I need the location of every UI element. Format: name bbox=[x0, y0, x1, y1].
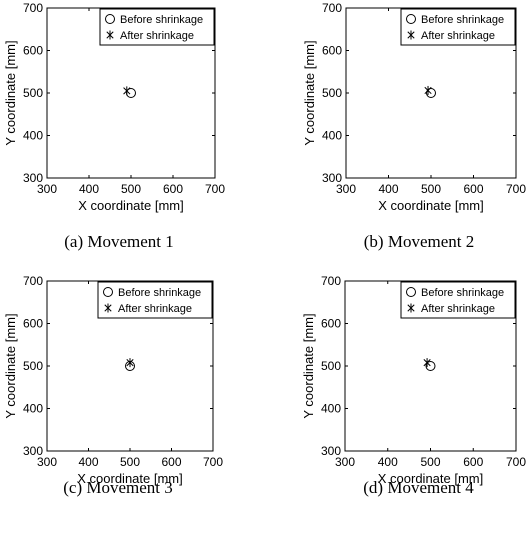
x-tick-label: 700 bbox=[506, 455, 526, 469]
y-tick-label: 700 bbox=[322, 1, 342, 15]
asterisk-stroke bbox=[407, 304, 415, 312]
after-shrinkage-point bbox=[123, 86, 131, 96]
legend-label: After shrinkage bbox=[421, 303, 495, 315]
y-tick-label: 700 bbox=[321, 274, 341, 288]
panel-caption: (a) Movement 1 bbox=[64, 232, 174, 251]
x-tick-label: 400 bbox=[78, 455, 98, 469]
x-tick-label: 600 bbox=[161, 455, 181, 469]
legend-asterisk-marker bbox=[407, 30, 415, 40]
x-tick-label: 300 bbox=[37, 182, 57, 196]
y-tick-label: 300 bbox=[322, 171, 342, 185]
x-tick-label: 300 bbox=[336, 182, 356, 196]
x-axis-label: X coordinate [mm] bbox=[378, 198, 484, 213]
y-tick-label: 300 bbox=[23, 444, 43, 458]
x-tick-label: 700 bbox=[205, 182, 225, 196]
x-axis-label: X coordinate [mm] bbox=[378, 471, 484, 486]
y-axis-label: Y coordinate [mm] bbox=[301, 313, 316, 418]
y-tick-label: 700 bbox=[23, 1, 43, 15]
x-tick-label: 300 bbox=[37, 455, 57, 469]
before-shrinkage-point bbox=[425, 361, 436, 371]
asterisk-stroke bbox=[106, 31, 114, 39]
y-tick-label: 400 bbox=[23, 402, 43, 416]
y-tick-label: 500 bbox=[23, 359, 43, 373]
asterisk-stroke bbox=[126, 359, 134, 367]
panel-caption: (d) Movement 4 bbox=[363, 478, 474, 497]
chart-panel-3: 300 400 500 600 700 300 400 500 600 700 X coordina… bbox=[3, 274, 223, 497]
legend-label: After shrinkage bbox=[120, 30, 194, 42]
x-tick-label: 400 bbox=[378, 182, 398, 196]
panel-caption: (c) Movement 3 bbox=[63, 478, 173, 497]
panel-caption: (b) Movement 2 bbox=[364, 232, 474, 251]
x-axis-label: X coordinate [mm] bbox=[77, 471, 183, 486]
y-tick-label: 700 bbox=[23, 274, 43, 288]
y-tick-label: 400 bbox=[23, 129, 43, 143]
legend-box bbox=[400, 281, 516, 319]
x-tick-label: 600 bbox=[463, 455, 483, 469]
after-shrinkage-point bbox=[424, 85, 432, 95]
y-tick-label: 600 bbox=[23, 317, 43, 331]
legend-label: After shrinkage bbox=[118, 303, 192, 315]
y-tick-label: 600 bbox=[321, 317, 341, 331]
y-tick-label: 300 bbox=[321, 444, 341, 458]
x-tick-label: 500 bbox=[121, 182, 141, 196]
chart-panel-2: 300 400 500 600 700 300 400 500 600 700 X coordina… bbox=[302, 1, 526, 251]
y-axis-label: Y coordinate [mm] bbox=[3, 40, 18, 145]
x-tick-label: 500 bbox=[120, 455, 140, 469]
before-shrinkage-point bbox=[426, 88, 436, 98]
legend-circle-marker bbox=[105, 14, 115, 24]
y-tick-label: 500 bbox=[23, 86, 43, 100]
legend-label: Before shrinkage bbox=[421, 287, 504, 299]
y-tick-label: 600 bbox=[322, 44, 342, 58]
asterisk-stroke bbox=[104, 304, 112, 312]
legend-circle-marker bbox=[406, 14, 416, 24]
asterisk-stroke bbox=[423, 359, 431, 367]
legend-asterisk-marker bbox=[104, 303, 112, 313]
y-tick-label: 400 bbox=[321, 402, 341, 416]
legend-box bbox=[97, 281, 213, 319]
y-tick-label: 300 bbox=[23, 171, 43, 185]
x-tick-label: 700 bbox=[203, 455, 223, 469]
x-tick-label: 700 bbox=[506, 182, 526, 196]
legend-box bbox=[99, 8, 215, 46]
y-tick-label: 500 bbox=[321, 359, 341, 373]
x-tick-label: 600 bbox=[163, 182, 183, 196]
legend-asterisk-marker bbox=[407, 303, 415, 313]
asterisk-stroke bbox=[407, 31, 415, 39]
asterisk-stroke bbox=[123, 87, 131, 95]
legend-label: Before shrinkage bbox=[120, 14, 203, 26]
legend-asterisk-marker bbox=[106, 30, 114, 40]
legend-label: After shrinkage bbox=[421, 30, 495, 42]
legend-circle-marker bbox=[103, 287, 113, 297]
x-tick-label: 500 bbox=[421, 182, 441, 196]
x-tick-label: 400 bbox=[79, 182, 99, 196]
asterisk-stroke bbox=[424, 86, 432, 95]
after-shrinkage-point bbox=[423, 358, 431, 368]
x-tick-label: 600 bbox=[463, 182, 483, 196]
legend-label: Before shrinkage bbox=[421, 14, 504, 26]
x-axis-label: X coordinate [mm] bbox=[78, 198, 184, 213]
legend-box bbox=[400, 8, 516, 46]
chart-panel-4: 300 400 500 600 700 300 400 500 600 700 X coordina… bbox=[301, 274, 526, 497]
x-tick-label: 300 bbox=[335, 455, 355, 469]
y-axis-label: Y coordinate [mm] bbox=[302, 40, 317, 145]
legend-circle-marker bbox=[406, 287, 416, 297]
y-tick-label: 400 bbox=[322, 129, 342, 143]
x-tick-label: 400 bbox=[378, 455, 398, 469]
after-shrinkage-point bbox=[126, 358, 134, 368]
y-tick-label: 600 bbox=[23, 44, 43, 58]
y-tick-label: 500 bbox=[322, 86, 342, 100]
y-axis-label: Y coordinate [mm] bbox=[3, 313, 18, 418]
chart-panel-1: 300 400 500 600 700 300 400 500 600 700 X coordina… bbox=[3, 1, 225, 251]
x-tick-label: 500 bbox=[420, 455, 440, 469]
legend-label: Before shrinkage bbox=[118, 287, 201, 299]
